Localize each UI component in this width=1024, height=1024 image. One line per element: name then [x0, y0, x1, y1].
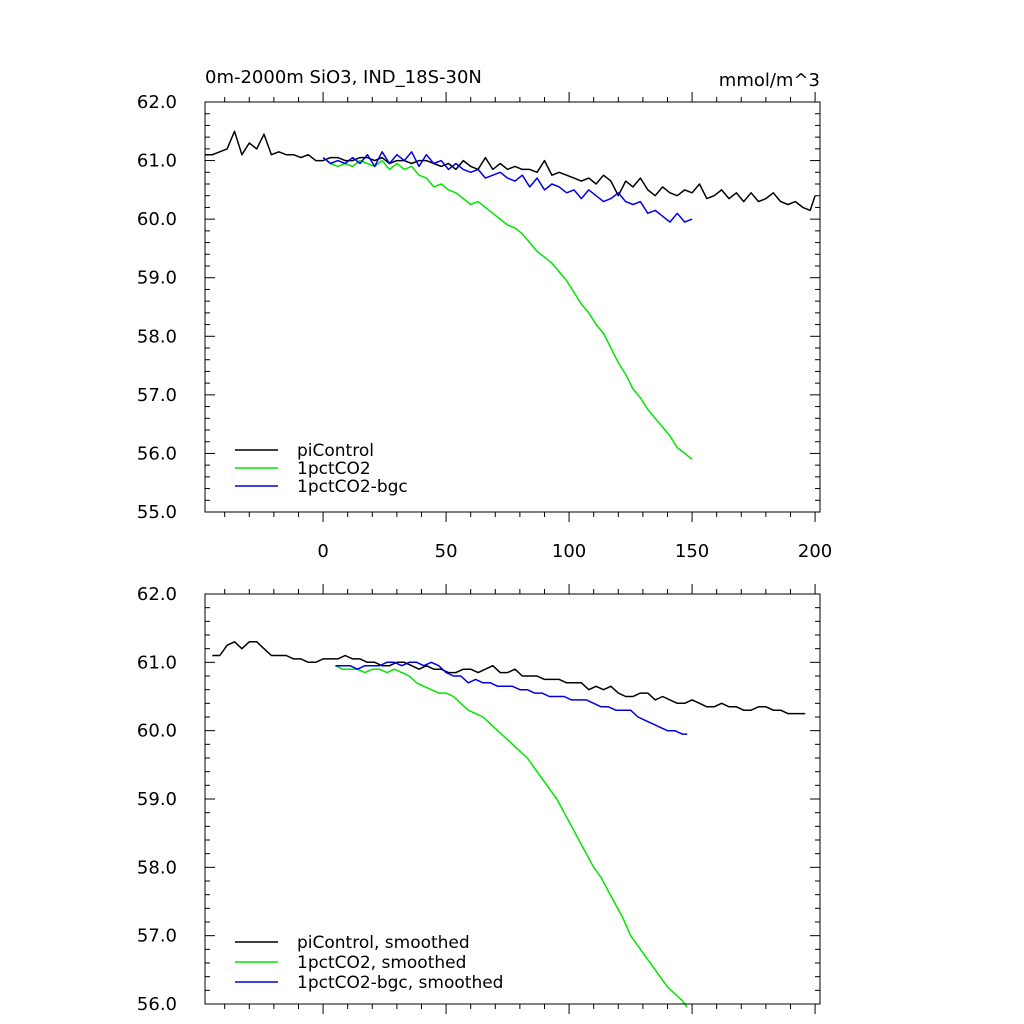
bottom-chart: 56.0 57.0 58.0 59.0 60.0 61.0 62.0 piControl, …	[137, 584, 821, 1015]
y-tick-label: 61.0	[137, 151, 177, 172]
units-label: mmol/m^3	[719, 70, 820, 91]
y-tick-label: 60.0	[137, 721, 177, 742]
y-tick-label: 58.0	[137, 326, 177, 347]
series-line-1pctco2-bgc-smoothed	[335, 661, 688, 735]
y-tick-label: 56.0	[137, 443, 177, 464]
plot-frame	[204, 101, 821, 513]
y-tick-label: 55.0	[137, 502, 177, 523]
x-tick-label: 50	[435, 541, 458, 562]
y-tick-label: 62.0	[137, 92, 177, 113]
legend-label: 1pctCO2-bgc	[297, 477, 408, 497]
y-tick-label: 59.0	[137, 789, 177, 810]
series-line-1pctco2-bgc	[322, 151, 693, 223]
x-tick-label: 100	[552, 541, 586, 562]
y-tick-label: 62.0	[137, 584, 177, 605]
y-tick-label: 57.0	[137, 926, 177, 947]
plot-frame	[204, 593, 821, 1005]
legend-label: 1pctCO2	[297, 459, 371, 479]
legend-label: 1pctCO2, smoothed	[297, 953, 466, 973]
series-group	[205, 130, 816, 460]
y-tick-label: 61.0	[137, 652, 177, 673]
legend-label: 1pctCO2-bgc, smoothed	[297, 973, 503, 993]
series-line-picontrol	[205, 130, 816, 212]
axis-ticks: 55.0 56.0 57.0 58.0 59.0 60.0 61.0 62.0 0 50 100 15…	[137, 92, 832, 562]
chart-title: 0m-2000m SiO3, IND_18S-30N	[205, 67, 482, 88]
y-tick-label: 60.0	[137, 209, 177, 230]
series-line-1pctco2	[322, 157, 693, 460]
x-tick-label: 200	[798, 541, 832, 562]
series-line-1pctco2-smoothed	[335, 665, 688, 1008]
legend-label: piControl	[297, 441, 374, 461]
y-tick-label: 59.0	[137, 268, 177, 289]
top-chart: 0m-2000m SiO3, IND_18S-30N mmol/m^3 55.0…	[137, 67, 832, 562]
series-line-picontrol-smoothed	[212, 641, 806, 715]
x-tick-label: 0	[317, 541, 328, 562]
series-group	[212, 641, 806, 1008]
y-tick-label: 56.0	[137, 994, 177, 1015]
y-tick-label: 57.0	[137, 385, 177, 406]
legend-label: piControl, smoothed	[297, 933, 470, 953]
x-tick-label: 150	[675, 541, 709, 562]
y-tick-label: 58.0	[137, 857, 177, 878]
axis-ticks: 56.0 57.0 58.0 59.0 60.0 61.0 62.0	[137, 584, 820, 1015]
